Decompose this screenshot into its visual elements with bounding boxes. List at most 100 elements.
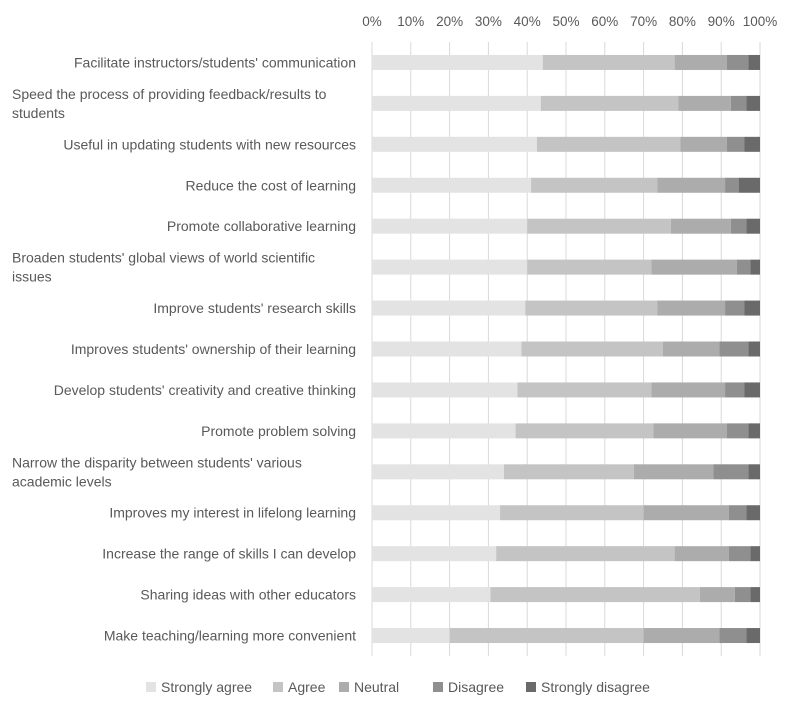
x-tick-label: 40% <box>514 14 541 29</box>
bar-segment <box>674 546 729 562</box>
bar-segment <box>372 300 526 316</box>
bar-segment <box>738 177 760 193</box>
bar-segment <box>748 423 760 439</box>
legend-swatch <box>433 682 443 692</box>
legend-label: Strongly disagree <box>541 679 650 695</box>
category-label: Increase the range of skills I can devel… <box>102 546 356 562</box>
category-label: students <box>12 105 65 121</box>
category-label: Promote collaborative learning <box>167 218 356 234</box>
category-label: Speed the process of providing feedback/… <box>12 86 327 102</box>
legend-swatch <box>526 682 536 692</box>
category-label: Sharing ideas with other educators <box>140 587 356 603</box>
bar-segment <box>748 464 760 480</box>
bar-segment <box>536 136 681 152</box>
bar-segment <box>521 341 663 357</box>
bar-segment <box>372 587 491 603</box>
bar-segment <box>748 54 760 70</box>
bar-segment <box>750 546 760 562</box>
legend-label: Disagree <box>448 679 504 695</box>
bar-segment <box>746 95 760 111</box>
bar-segment <box>657 177 726 193</box>
bar-segment <box>372 95 541 111</box>
bar-segment <box>719 341 749 357</box>
bar-segment <box>748 341 760 357</box>
bar-segment <box>633 464 714 480</box>
category-label: Facilitate instructors/students' communi… <box>74 54 356 70</box>
bar-segment <box>713 464 749 480</box>
bar-segment <box>727 423 749 439</box>
bar-segment <box>725 177 739 193</box>
bar-segment <box>725 382 745 398</box>
bar-segment <box>515 423 654 439</box>
bar-segment <box>372 259 528 275</box>
legend-label: Agree <box>288 679 326 695</box>
legend-swatch <box>273 682 283 692</box>
bar-segment <box>372 423 516 439</box>
bar-segment <box>744 300 760 316</box>
bar-segment <box>503 464 634 480</box>
bar-segment <box>725 300 745 316</box>
bar-segment <box>372 628 450 644</box>
legend-swatch <box>146 682 156 692</box>
bar-segment <box>670 218 731 234</box>
bar-segment <box>651 259 737 275</box>
x-tick-label: 100% <box>743 14 778 29</box>
bar-segment <box>372 136 537 152</box>
category-label: Broaden students' global views of world … <box>12 250 315 266</box>
bar-segment <box>663 341 720 357</box>
category-label: Make teaching/learning more convenient <box>104 628 356 644</box>
category-label: academic levels <box>12 473 112 489</box>
bar-segment <box>372 54 543 70</box>
legend-label: Neutral <box>354 679 399 695</box>
bar-segment <box>372 464 504 480</box>
bar-segment <box>540 95 679 111</box>
category-label: Develop students' creativity and creativ… <box>54 382 356 398</box>
bar-segment <box>736 259 751 275</box>
bar-segment <box>744 382 760 398</box>
bar-segment <box>372 505 501 521</box>
bar-segment <box>653 423 728 439</box>
category-label: Reduce the cost of learning <box>186 177 356 193</box>
bar-segment <box>372 177 532 193</box>
legend-swatch <box>339 682 349 692</box>
bar-segment <box>517 382 652 398</box>
x-tick-label: 90% <box>708 14 735 29</box>
x-tick-label: 20% <box>436 14 463 29</box>
category-label: Improve students' research skills <box>153 300 356 316</box>
category-label: Narrow the disparity between students' v… <box>12 454 302 470</box>
bar-segment <box>496 546 675 562</box>
bar-segment <box>734 587 751 603</box>
bar-segment <box>746 505 760 521</box>
bar-segment <box>730 218 747 234</box>
x-tick-label: 60% <box>591 14 618 29</box>
category-label: Improves students' ownership of their le… <box>71 341 356 357</box>
bar-segment <box>651 382 726 398</box>
x-tick-label: 10% <box>397 14 424 29</box>
bar-segment <box>525 300 658 316</box>
bar-segment <box>542 54 675 70</box>
bar-segment <box>490 587 700 603</box>
x-tick-label: 50% <box>552 14 579 29</box>
bar-segment <box>727 136 745 152</box>
bar-segment <box>746 218 760 234</box>
bar-segment <box>728 505 747 521</box>
bar-segment <box>674 54 728 70</box>
bar-segment <box>527 259 652 275</box>
bar-segment <box>730 95 747 111</box>
bar-segment <box>643 628 720 644</box>
bar-segment <box>750 259 760 275</box>
bar-segment <box>500 505 644 521</box>
bar-segment <box>728 546 751 562</box>
bar-segment <box>372 218 528 234</box>
bar-segment <box>372 382 518 398</box>
bar-segment <box>643 505 729 521</box>
bar-segment <box>744 136 760 152</box>
category-label: Useful in updating students with new res… <box>63 136 356 152</box>
x-tick-label: 80% <box>669 14 696 29</box>
bar-segment <box>727 54 749 70</box>
bar-segment <box>699 587 735 603</box>
bar-segment <box>746 628 760 644</box>
legend-label: Strongly agree <box>161 679 252 695</box>
